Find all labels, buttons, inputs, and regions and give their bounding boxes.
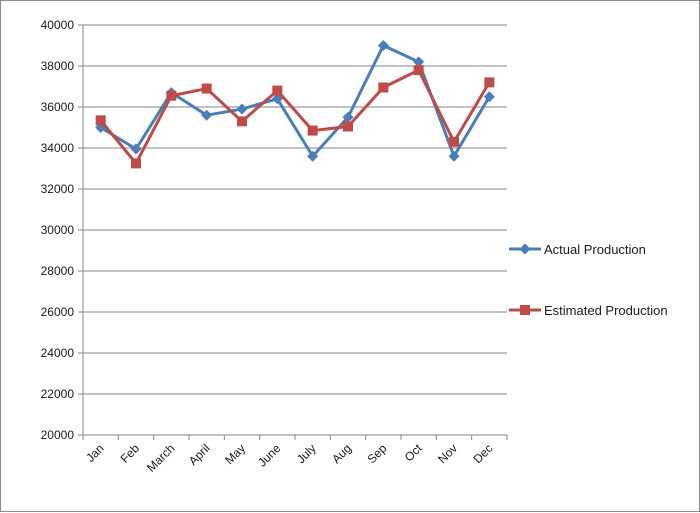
data-point: [272, 85, 283, 96]
data-point: [201, 109, 213, 121]
y-tick-label: 22000: [41, 387, 75, 401]
legend-marker: [519, 243, 531, 255]
data-point: [413, 65, 424, 76]
legend-marker: [520, 305, 530, 315]
data-point: [448, 150, 460, 162]
data-point: [377, 40, 389, 51]
x-tick-label: July: [294, 441, 319, 466]
data-point: [307, 125, 318, 136]
data-point: [166, 90, 177, 101]
series-line: [99, 44, 491, 158]
data-point: [201, 83, 212, 94]
y-tick-label: 32000: [41, 182, 75, 196]
y-tick-label: 38000: [41, 59, 75, 73]
x-tick-label: April: [186, 441, 213, 468]
data-point: [449, 136, 459, 147]
x-tick-label: March: [144, 441, 177, 474]
data-point: [236, 103, 248, 115]
y-tick-label: 30000: [41, 223, 75, 237]
y-tick-label: 28000: [41, 264, 75, 278]
data-point: [131, 158, 141, 169]
x-axis-ticks: Jan Feb March April May June July Aug Sep Oct Nov D…: [82, 435, 508, 475]
data-point: [271, 93, 283, 105]
legend: Actual Production Estimated Production: [509, 242, 668, 318]
grid-lines: [83, 24, 507, 395]
x-tick-label: May: [222, 441, 248, 467]
x-tick-label: Feb: [118, 441, 143, 466]
x-tick-label: June: [255, 441, 284, 470]
data-point: [130, 143, 142, 155]
data-point: [413, 56, 425, 68]
data-point: [307, 150, 319, 162]
data-point: [237, 116, 247, 127]
data-point: [484, 77, 495, 88]
data-point: [483, 91, 495, 103]
y-tick-label: 24000: [41, 346, 75, 360]
x-tick-label: Sep: [364, 441, 389, 466]
legend-label: Estimated Production: [544, 303, 668, 318]
data-point: [343, 121, 353, 132]
data-point: [342, 111, 354, 123]
legend-label: Actual Production: [544, 242, 646, 257]
x-tick-label: Aug: [329, 441, 354, 466]
x-tick-label: Jan: [83, 441, 107, 465]
data-point: [95, 115, 106, 126]
y-axis-ticks: 20000 22000 24000 26000 28000 30000 32000 34000…: [41, 18, 83, 442]
data-point: [378, 82, 389, 93]
y-tick-label: 20000: [41, 428, 75, 442]
x-tick-label: Dec: [470, 441, 495, 466]
x-tick-label: Nov: [435, 441, 460, 466]
series-group: [95, 40, 495, 169]
y-tick-label: 40000: [41, 18, 75, 32]
x-tick-label: Oct: [402, 441, 426, 465]
y-tick-label: 26000: [41, 305, 75, 319]
y-tick-label: 34000: [41, 141, 75, 155]
series-line: [99, 68, 491, 165]
y-tick-label: 36000: [41, 100, 75, 114]
